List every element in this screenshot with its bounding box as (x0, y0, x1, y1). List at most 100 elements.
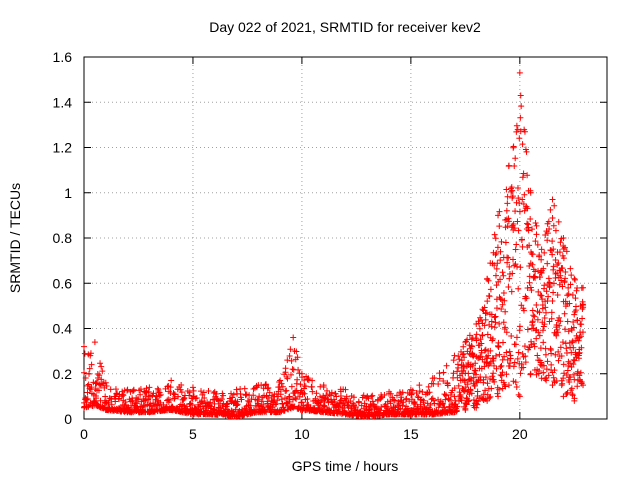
data-point (511, 262, 518, 269)
data-point (186, 392, 193, 399)
data-point (218, 396, 225, 403)
data-point (84, 395, 91, 402)
data-point (580, 301, 587, 308)
data-point (518, 361, 525, 368)
data-point (564, 389, 571, 396)
x-tick-label: 20 (512, 426, 528, 442)
data-point (124, 409, 131, 416)
data-point (317, 393, 324, 400)
data-point (386, 388, 393, 395)
data-point (130, 386, 137, 393)
data-point (536, 332, 543, 339)
data-point (553, 324, 560, 331)
data-point (545, 218, 552, 225)
data-point (488, 323, 495, 330)
data-point (484, 331, 491, 338)
data-point (531, 273, 538, 280)
data-point (239, 406, 246, 413)
data-point (490, 355, 497, 362)
data-point (548, 315, 555, 322)
data-point (551, 202, 558, 209)
data-point (515, 349, 522, 356)
data-point (499, 269, 506, 276)
data-point (516, 393, 523, 400)
data-point (544, 230, 551, 237)
data-point (534, 316, 541, 323)
chart-title: Day 022 of 2021, SRMTID for receiver kev… (209, 19, 481, 35)
data-point (474, 388, 481, 395)
data-point (474, 401, 481, 408)
data-point (494, 244, 501, 251)
data-point (569, 392, 576, 399)
data-point (572, 295, 579, 302)
data-point (497, 295, 504, 302)
data-point (512, 155, 519, 162)
data-point (523, 220, 530, 227)
data-point (522, 353, 529, 360)
data-point (493, 352, 500, 359)
data-point (560, 245, 567, 252)
data-point (512, 208, 519, 215)
data-point (232, 406, 239, 413)
data-point (554, 329, 561, 336)
data-point (402, 396, 409, 403)
data-point (542, 304, 549, 311)
data-point (99, 368, 106, 375)
data-point (137, 386, 144, 393)
data-point (517, 114, 524, 121)
data-point (580, 382, 587, 389)
data-point (508, 332, 515, 339)
data-point (517, 370, 524, 377)
data-point (115, 395, 122, 402)
data-point (568, 385, 575, 392)
data-point (521, 343, 528, 350)
data-point (211, 411, 218, 418)
data-point (497, 257, 504, 264)
data-point (518, 103, 525, 110)
data-point (555, 357, 562, 364)
data-point (572, 303, 579, 310)
data-point (290, 404, 297, 411)
data-point (483, 309, 490, 316)
data-point (504, 356, 511, 363)
data-point (272, 401, 279, 408)
data-point (528, 287, 535, 294)
data-point (471, 367, 478, 374)
data-point (555, 348, 562, 355)
data-point (506, 263, 513, 270)
data-point (168, 377, 175, 384)
data-point (549, 382, 556, 389)
data-point (189, 411, 196, 418)
data-point (320, 382, 327, 389)
data-point (515, 391, 522, 398)
data-point (425, 383, 432, 390)
data-point (393, 392, 400, 399)
data-point (454, 403, 461, 410)
data-point (550, 374, 557, 381)
data-point (566, 378, 573, 385)
data-point (175, 393, 182, 400)
data-point (529, 307, 536, 314)
data-point (570, 356, 577, 363)
data-point (92, 392, 99, 399)
data-point (313, 390, 320, 397)
data-point (282, 395, 289, 402)
data-point (186, 389, 193, 396)
data-point (146, 409, 153, 416)
data-point (484, 355, 491, 362)
data-point (228, 390, 235, 397)
data-point (516, 69, 523, 76)
data-point (506, 360, 513, 367)
data-point (157, 391, 164, 398)
data-point (234, 401, 241, 408)
data-point (120, 392, 127, 399)
data-point (515, 285, 522, 292)
data-point (279, 383, 286, 390)
data-point (540, 369, 547, 376)
data-point (487, 393, 494, 400)
data-point (545, 275, 552, 282)
data-point (297, 381, 304, 388)
data-point (532, 268, 539, 275)
data-point (560, 375, 567, 382)
data-point (538, 246, 545, 253)
